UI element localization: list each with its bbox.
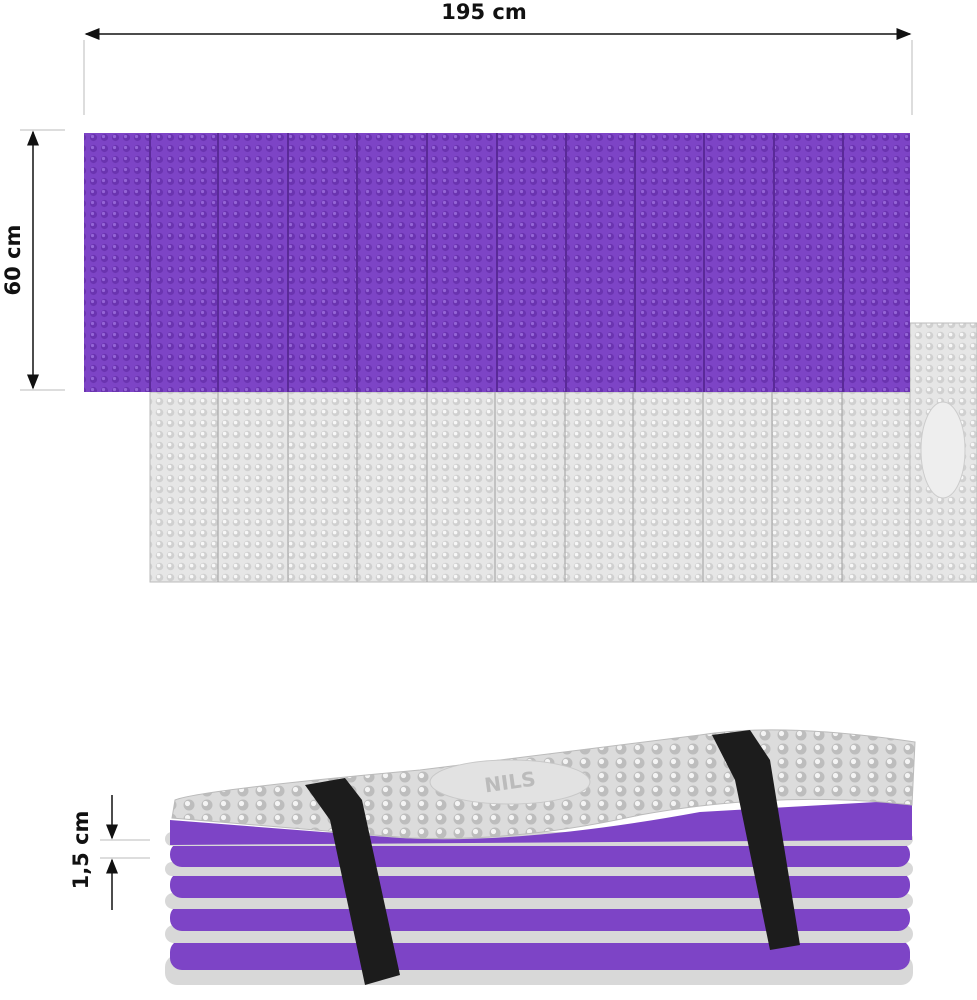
thickness-label: 1,5 cm bbox=[69, 811, 93, 890]
length-label: 195 cm bbox=[441, 0, 526, 24]
mat-gray-side bbox=[149, 322, 977, 583]
strap bbox=[305, 778, 400, 985]
mat-purple-side bbox=[84, 133, 910, 392]
logo-area bbox=[429, 759, 591, 805]
length-dimension: 195 cm bbox=[83, 0, 913, 115]
width-dimension: 60 cm bbox=[1, 129, 65, 391]
thickness-dimension: 1,5 cm bbox=[69, 795, 150, 910]
folded-mat: NILS bbox=[165, 729, 916, 985]
width-label: 60 cm bbox=[1, 225, 25, 296]
strap bbox=[712, 730, 800, 950]
